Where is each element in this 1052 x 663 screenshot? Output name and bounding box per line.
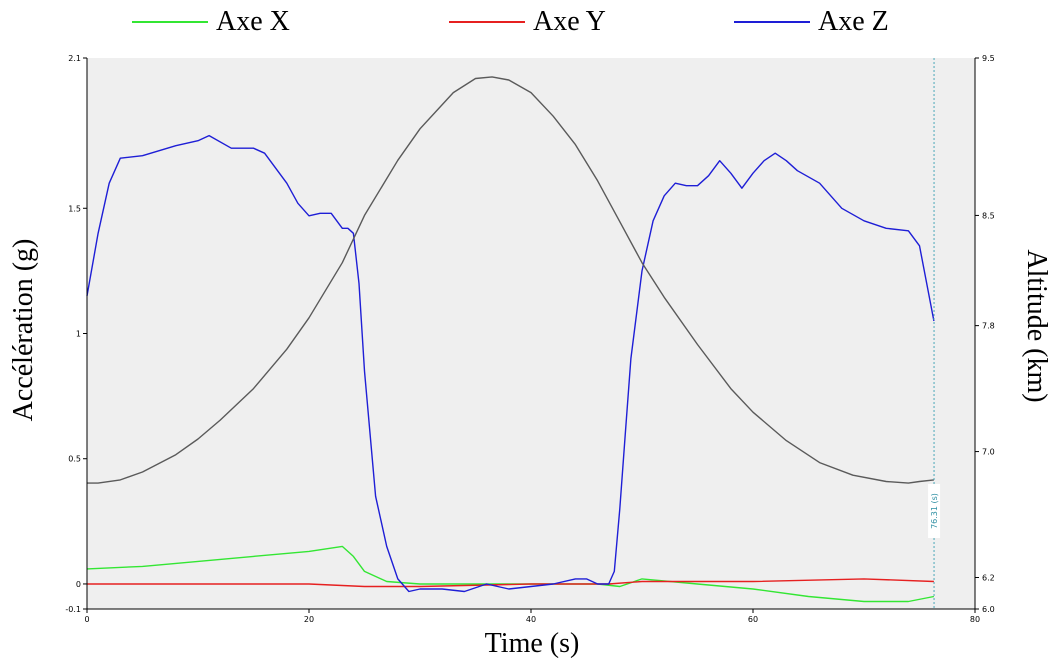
cursor-label-bg [928, 484, 941, 538]
y-tick-label: -0.1 [65, 605, 81, 614]
cursor-label: 76.31 (s) [930, 493, 939, 529]
y2-tick-label: 8.5 [982, 211, 995, 220]
x-tick-label: 20 [304, 615, 314, 624]
legend-label-axe-x: Axe X [216, 6, 290, 37]
y-tick-label: 1.5 [68, 204, 81, 213]
x-tick-label: 80 [970, 615, 980, 624]
x-tick-label: 0 [84, 615, 89, 624]
cursor-marker: 76.31 (s) [928, 58, 941, 609]
y2-tick-label: 9.5 [982, 54, 995, 63]
series-line-axe-y [87, 578, 934, 588]
legend-item-axe-x: Axe X [132, 4, 290, 40]
series-line-altitude [87, 76, 934, 484]
y2-axis-title: Altitude (km) [1021, 249, 1052, 402]
x-axis-title: Time (s) [485, 628, 580, 659]
legend-label-axe-z: Axe Z [818, 6, 889, 37]
legend: Axe X Axe Y Axe Z [0, 4, 1052, 44]
axes: 0 20 40 60 802.11.510.50-0.19.58.57.87.06.26… [65, 54, 994, 624]
legend-swatch-axe-x [132, 21, 208, 23]
y2-tick-label: 7.0 [982, 448, 995, 457]
y-tick-label: 2.1 [68, 54, 81, 63]
plot-area [87, 58, 975, 609]
y2-tick-label: 6.2 [982, 574, 995, 583]
y-tick-label: 1 [76, 330, 81, 339]
y2-tick-label: 6.0 [982, 605, 995, 614]
legend-item-axe-z: Axe Z [734, 4, 889, 40]
x-tick-label: 60 [748, 615, 758, 624]
y-tick-label: 0 [76, 580, 81, 589]
legend-swatch-axe-y [449, 21, 525, 23]
legend-item-axe-y: Axe Y [449, 4, 606, 40]
x-tick-label: 40 [526, 615, 536, 624]
legend-swatch-axe-z [734, 21, 810, 23]
y2-tick-label: 7.8 [982, 322, 995, 331]
y-axis-title: Accélération (g) [8, 239, 39, 422]
series-line-axe-x [86, 545, 935, 603]
y-tick-label: 0.5 [68, 455, 81, 464]
legend-label-axe-y: Axe Y [533, 6, 606, 37]
series-line-axe-z [86, 134, 935, 593]
series-layer [86, 76, 935, 603]
